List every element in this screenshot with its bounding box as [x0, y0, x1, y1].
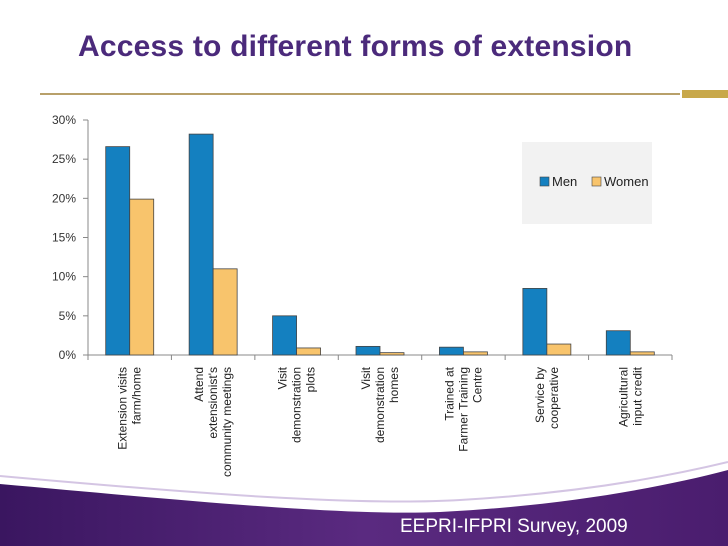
- x-category-label: Extension visits farm/home: [116, 367, 144, 450]
- bar-women-4: [463, 351, 488, 356]
- x-category-label-line: input credit: [630, 366, 644, 425]
- x-category-label-line: plots: [304, 367, 318, 392]
- legend-label-women: Women: [604, 174, 649, 189]
- bar-men-5: [522, 288, 548, 356]
- y-tick-label: 25%: [52, 152, 76, 166]
- y-tick-label: 20%: [52, 191, 76, 205]
- x-category-label-line: demonstration: [290, 367, 304, 443]
- x-category-label: Agricultural input credit: [616, 366, 644, 427]
- bar-women-0: [129, 198, 155, 356]
- bar-men-2: [272, 315, 297, 356]
- x-category-label: Service by cooperative: [533, 367, 561, 429]
- bar-men-6: [605, 330, 631, 356]
- y-tick-label: 15%: [52, 231, 76, 245]
- bar-women-2: [296, 347, 321, 356]
- y-tick-label: 5%: [59, 309, 77, 323]
- bar-women-6: [629, 351, 655, 356]
- x-category-label-line: cooperative: [547, 367, 561, 429]
- title-underline: [40, 93, 680, 95]
- bar-women-3: [379, 352, 405, 356]
- bar-men-4: [439, 346, 464, 356]
- x-category-label-line: Centre: [470, 367, 484, 403]
- source-footer: EEPRI-IFPRI Survey, 2009: [400, 516, 628, 537]
- y-tick-label: 0%: [59, 348, 77, 362]
- x-category-label-line: homes: [387, 367, 401, 403]
- y-tick-label: 10%: [52, 270, 76, 284]
- x-category-label-line: Visit: [276, 366, 290, 389]
- x-category-label-line: Extension visits: [116, 367, 130, 450]
- x-category-label: Attend extensionist's community meetings: [192, 367, 234, 477]
- bar-women-5: [546, 343, 572, 356]
- x-category-label-line: Trained at: [442, 366, 456, 420]
- bar-men-1: [188, 133, 214, 356]
- bar-women-1: [212, 268, 238, 356]
- legend-label-men: Men: [552, 174, 577, 189]
- legend-swatch-women: [591, 176, 602, 187]
- x-category-label-line: Attend: [192, 367, 206, 402]
- x-category-label-line: Agricultural: [616, 367, 630, 427]
- bar-men-3: [355, 345, 381, 356]
- x-category-label-line: Farmer Training: [456, 367, 470, 452]
- x-category-label-line: extensionist's: [206, 367, 220, 439]
- x-category-label-line: Service by: [533, 367, 547, 423]
- legend-swatch-men: [539, 176, 550, 187]
- y-tick-label: 30%: [52, 113, 76, 127]
- x-category-label: Visit demonstration homes: [359, 366, 401, 443]
- bar-men-0: [105, 146, 131, 356]
- slide-title: Access to different forms of extension: [78, 30, 633, 63]
- title-underline-accent: [682, 90, 728, 98]
- x-category-label: Visit demonstration plots: [276, 366, 318, 443]
- x-category-label-line: community meetings: [220, 367, 234, 477]
- x-category-label-line: Visit: [359, 366, 373, 389]
- x-category-label-line: farm/home: [130, 367, 144, 425]
- x-category-label: Trained at Farmer Training Centre: [442, 366, 484, 451]
- x-category-label-line: demonstration: [373, 367, 387, 443]
